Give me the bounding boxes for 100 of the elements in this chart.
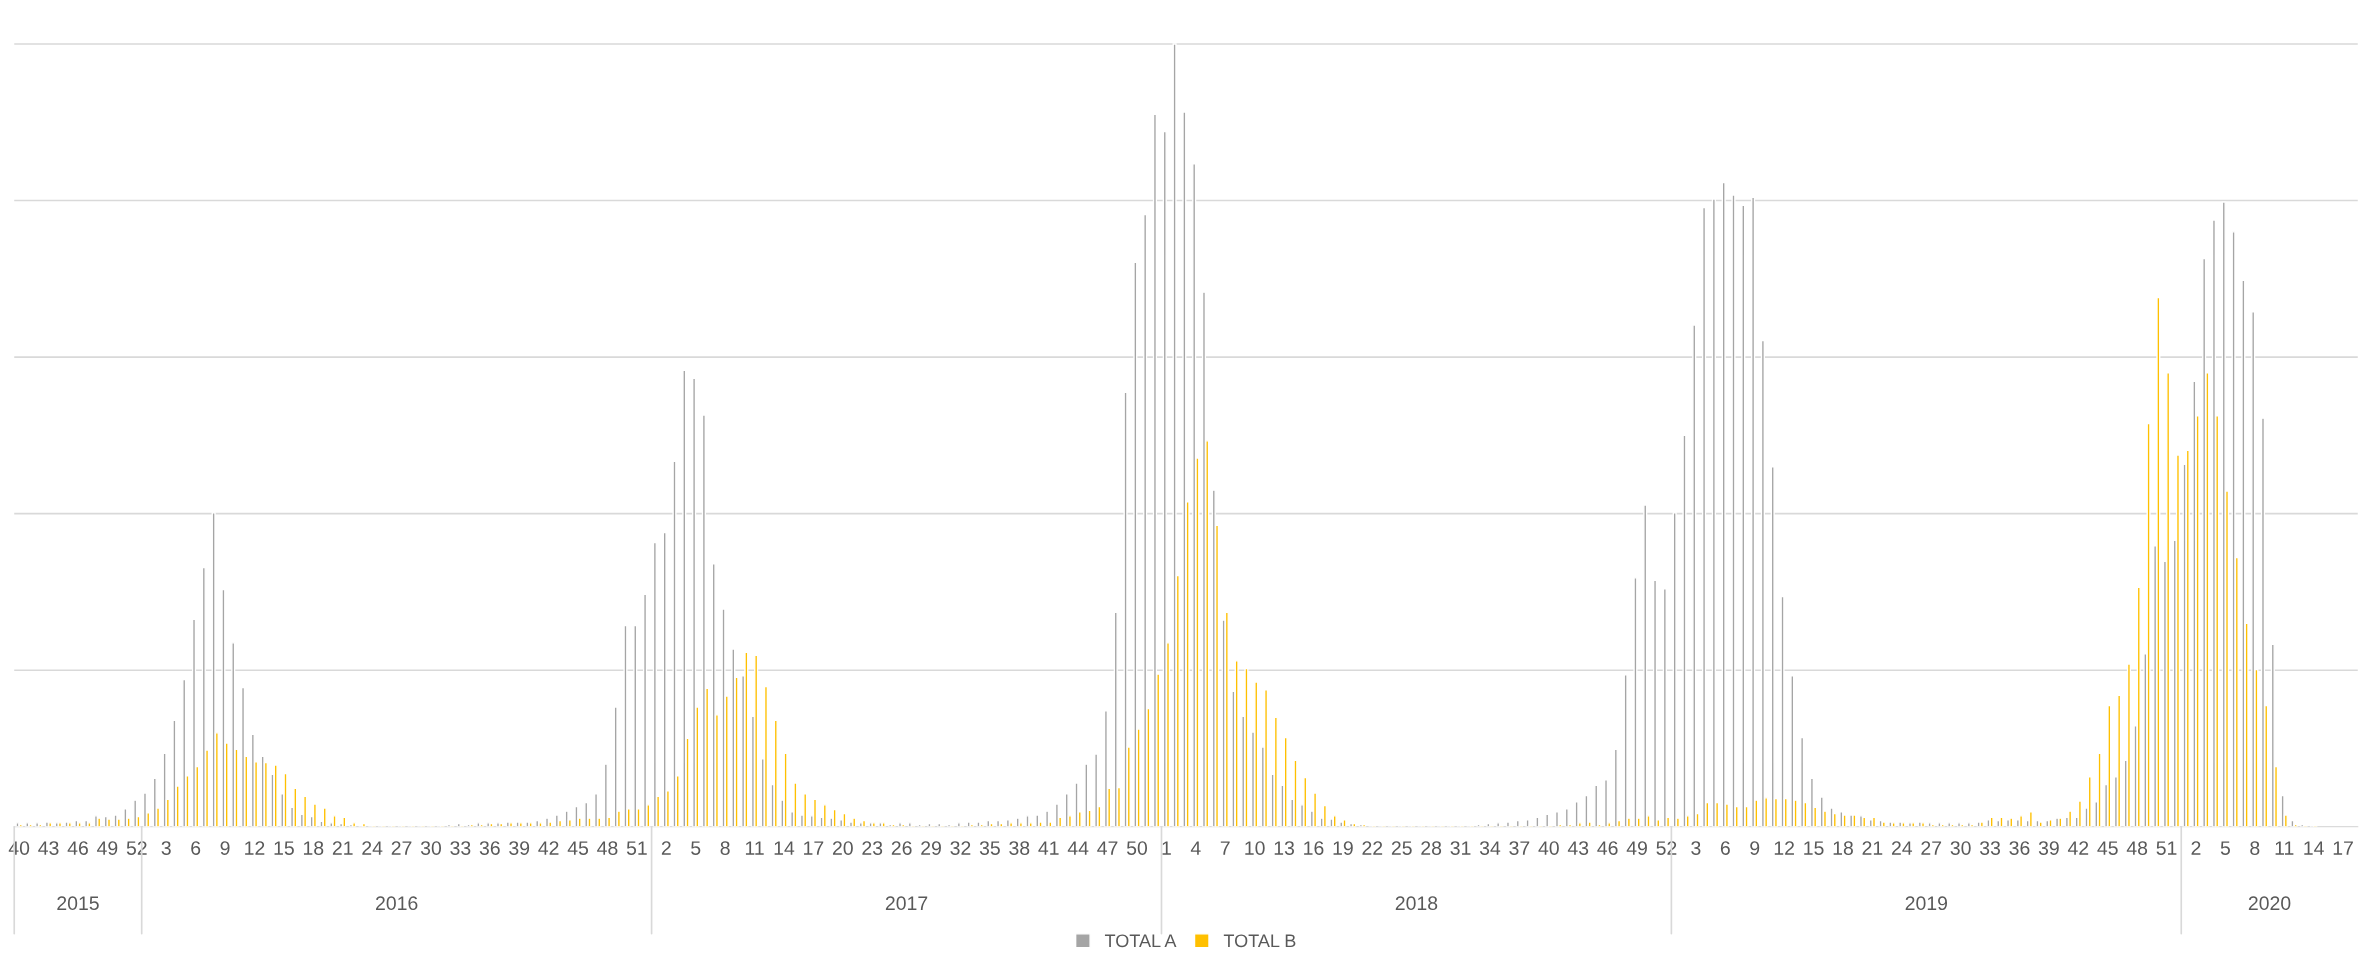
bar [1643,504,1648,827]
bar [1074,782,1079,827]
x-tick-label: 38 [1009,841,1030,855]
x-tick-label: 41 [1038,841,1059,855]
bar [2136,586,2141,827]
bar [2077,800,2082,827]
bar [1652,579,1658,827]
text: 2020 [2248,896,2291,911]
x-tick-label: 8 [720,841,730,855]
x-tick-label: 5 [2220,841,2230,855]
x-tick-label: 1 [1162,841,1171,855]
bar [812,798,818,827]
bar [623,624,628,827]
bar [123,808,128,827]
x-tick-label: 46 [1597,841,1618,855]
bar [744,651,749,827]
bar [1182,111,1187,827]
bar [1322,804,1327,827]
x-tick-label: 37 [1509,841,1530,855]
bar [1613,748,1618,827]
bar [1313,792,1318,827]
bar [1263,689,1269,827]
bar [803,793,808,827]
bar [1911,822,1916,827]
x-tick-label: 25 [1391,841,1412,855]
x-tick-label: 24 [1891,841,1913,855]
x-tick-label: 15 [1804,841,1824,855]
bar [116,818,121,827]
bar [1662,588,1667,827]
x-tick-label: 33 [450,841,471,855]
bar [852,817,857,827]
x-tick-label: 50 [1126,841,1148,855]
text: 2015 [57,896,99,911]
legend-label: TOTAL B [1223,934,1296,948]
bar [1554,811,1560,827]
x-tick-label: 42 [2067,841,2089,855]
x-tick-label: 2 [2191,841,2201,855]
bar [2117,694,2122,827]
bar [1574,801,1579,827]
bar [172,719,177,827]
x-tick-label: 51 [2156,841,2177,855]
legend-label: TOTAL A [1104,934,1177,948]
bar [97,817,102,827]
bar [2107,704,2112,827]
bar [1025,815,1030,827]
bar [1535,816,1540,827]
x-tick-label: 33 [1979,841,2001,855]
bar [1244,667,1249,827]
bar [842,812,847,827]
bar [2241,279,2246,827]
bar [1283,736,1288,827]
x-tick-label: 43 [1567,841,1589,855]
bar [1525,819,1530,827]
bar [603,763,608,827]
bar [312,803,317,827]
x-tick-label: 13 [1274,841,1295,855]
x-tick-label: 11 [745,841,764,855]
x-tick-label: 35 [979,841,1000,855]
x-tick-label: 24 [362,841,383,855]
bar [721,608,726,827]
x-tick-label: 9 [1750,841,1760,855]
bar [352,822,357,827]
x-tick-label: 44 [1067,841,1089,855]
bar [1800,736,1805,827]
x-tick-label: 14 [774,841,795,855]
bar [1564,808,1569,827]
bar [221,588,226,827]
bar [1143,213,1148,827]
x-tick-label: 27 [391,841,412,855]
x-tick-label: 14 [2304,841,2324,855]
bar [1633,577,1638,827]
bar [2087,775,2092,827]
bar [1770,465,1775,827]
bar [2126,663,2132,827]
x-tick-label: 20 [832,841,853,855]
bar [293,787,298,827]
bar [793,782,798,827]
x-tick-label: 6 [191,841,201,855]
bar [672,460,677,827]
x-tick-label: 42 [538,841,559,855]
x-tick-label: 6 [1720,841,1730,855]
x-tick-label: 22 [1362,841,1383,855]
bar [783,752,788,827]
bar [1829,807,1834,827]
bar [1721,181,1726,827]
bar [574,805,579,827]
bar [273,764,278,827]
bar [2166,372,2171,827]
bar [822,804,827,827]
x-tick-label: 15 [274,841,294,855]
bar [283,772,288,827]
bar [2260,417,2266,827]
x-tick-label: 16 [1304,841,1324,855]
bar [1623,674,1628,827]
x-tick-label: 11 [2275,841,2294,855]
bar [1123,391,1128,827]
x-tick-label: 2 [661,841,671,855]
bar [1224,611,1229,827]
bar [652,541,657,827]
x-tick-label: 21 [1862,841,1883,855]
